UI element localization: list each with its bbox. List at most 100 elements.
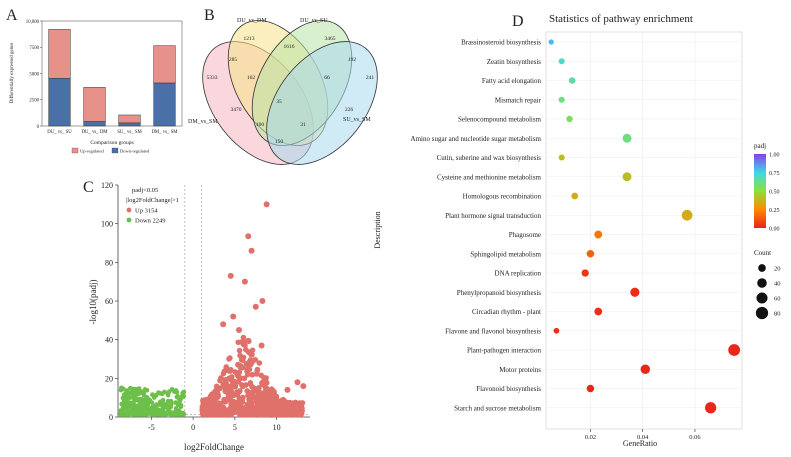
up-regulated-point bbox=[243, 382, 249, 388]
enrichment-y-axis-label: Description bbox=[373, 211, 382, 248]
up-regulated-point bbox=[237, 364, 244, 371]
up-regulated-point bbox=[283, 403, 290, 409]
up-regulated-point bbox=[230, 380, 236, 387]
up-regulated-point bbox=[271, 392, 278, 398]
up-regulated-point bbox=[293, 408, 300, 414]
size-legend-label: 60 bbox=[774, 296, 781, 303]
up-regulated-point bbox=[280, 399, 286, 405]
up-regulated-point bbox=[248, 247, 255, 254]
color-legend-title: padj bbox=[754, 142, 766, 150]
pathway-label: Sphingolipid metabolism bbox=[470, 250, 541, 258]
volcano-x-tick-label: 5 bbox=[233, 423, 237, 432]
bar-down-regulated bbox=[153, 82, 176, 127]
down-regulated-point bbox=[134, 388, 140, 394]
bar-y-tick-label: 0 bbox=[37, 125, 40, 130]
venn-count: 3470 bbox=[231, 107, 242, 113]
color-legend-tick-label: 0.25 bbox=[769, 208, 780, 214]
up-regulated-point bbox=[228, 366, 234, 373]
bar-y-axis-label: Differentially expressed genes bbox=[10, 43, 15, 104]
enrichment-plot-panel-d: Statistics of pathway enrichment Brassin… bbox=[373, 13, 781, 448]
bar-y-tick-label: 5000 bbox=[29, 72, 39, 77]
down-regulated-point bbox=[133, 410, 139, 415]
up-regulated-point bbox=[227, 272, 234, 279]
legend-swatch-down bbox=[111, 147, 119, 154]
pathway-label: Homologous recombination bbox=[463, 193, 542, 201]
volcano-x-axis-label: log2FoldChange bbox=[184, 442, 244, 452]
up-regulated-point bbox=[200, 411, 206, 417]
up-regulated-point bbox=[259, 298, 266, 304]
color-legend-tick-label: 0.75 bbox=[769, 171, 780, 177]
down-regulated-point bbox=[170, 412, 175, 417]
down-regulated-point bbox=[180, 394, 186, 400]
down-regulated-point bbox=[145, 411, 151, 416]
up-regulated-point bbox=[217, 377, 223, 384]
venn-count: 150 bbox=[275, 139, 284, 145]
size-legend-title: Count bbox=[754, 249, 771, 257]
up-regulated-point bbox=[237, 352, 243, 359]
up-regulated-point bbox=[265, 411, 272, 418]
down-regulated-point bbox=[149, 405, 155, 410]
venn-set-su-sm bbox=[266, 41, 378, 165]
volcano-threshold-label: |log2FoldChange|>1 bbox=[126, 197, 179, 204]
down-regulated-point bbox=[175, 393, 180, 399]
bar-chart-panel-a: 0 2500 5000 7500 10,000 DU_ vs_ SU DU_ vs_ DM… bbox=[10, 20, 183, 154]
down-regulated-point bbox=[165, 391, 171, 397]
pathway-label: Starch and sucrose metabolism bbox=[454, 404, 541, 412]
up-regulated-point bbox=[247, 361, 254, 368]
up-regulated-point bbox=[263, 379, 270, 386]
up-regulated-point bbox=[245, 406, 252, 413]
up-regulated-point bbox=[240, 334, 247, 341]
up-regulated-point bbox=[258, 342, 265, 349]
up-regulated-point bbox=[252, 409, 259, 415]
size-legend-label: 80 bbox=[774, 311, 781, 318]
up-regulated-point bbox=[214, 390, 221, 396]
up-regulated-point bbox=[234, 389, 240, 395]
up-regulated-point bbox=[254, 396, 260, 403]
bar-x-tick-label: DU_ vs_ DM bbox=[81, 130, 108, 135]
volcano-plot-area bbox=[118, 185, 310, 417]
pathway-label: Circadian rhythm - plant bbox=[472, 308, 541, 316]
legend-label-up: Up-regulated bbox=[80, 149, 104, 154]
up-regulated-point bbox=[257, 408, 264, 415]
up-regulated-point bbox=[224, 387, 230, 394]
down-regulated-point bbox=[142, 397, 147, 403]
color-legend-tick-label: 1.00 bbox=[769, 153, 780, 159]
up-regulated-point bbox=[239, 357, 246, 363]
up-regulated-point bbox=[238, 375, 244, 382]
venn-count: 241 bbox=[366, 75, 375, 81]
up-regulated-point bbox=[283, 408, 290, 414]
up-regulated-point bbox=[245, 349, 252, 355]
size-legend-label: 20 bbox=[774, 266, 781, 273]
venn-count: 1616 bbox=[284, 44, 295, 50]
up-regulated-point bbox=[200, 405, 207, 412]
up-regulated-point bbox=[220, 321, 227, 328]
bar-down-regulated bbox=[48, 77, 71, 127]
up-regulated-point bbox=[260, 404, 266, 410]
up-regulated-point bbox=[232, 399, 238, 406]
pathway-point bbox=[622, 172, 632, 182]
down-regulated-point bbox=[132, 393, 137, 399]
panel-label-a: A bbox=[6, 7, 18, 24]
up-regulated-point bbox=[230, 313, 237, 320]
pathway-point bbox=[553, 327, 560, 334]
size-legend-marker bbox=[758, 264, 766, 272]
pathway-point bbox=[558, 96, 565, 103]
pathway-point bbox=[594, 307, 603, 316]
enrichment-x-axis-label: GeneRatio bbox=[623, 439, 657, 448]
up-regulated-point bbox=[275, 406, 282, 413]
venn-label-dm-sm: DM_vs_SM bbox=[188, 119, 218, 125]
venn-label-du-su: DU_vs_SU bbox=[300, 18, 328, 24]
pathway-point bbox=[630, 287, 640, 297]
enrichment-title: Statistics of pathway enrichment bbox=[549, 13, 693, 25]
enrichment-x-tick-label: 0.06 bbox=[689, 434, 701, 441]
up-regulated-point bbox=[236, 369, 243, 376]
up-regulated-point bbox=[236, 347, 243, 354]
down-regulated-point bbox=[120, 386, 126, 392]
up-regulated-point bbox=[284, 386, 291, 393]
legend-label-up: Up 3154 bbox=[135, 208, 158, 215]
legend-marker-up bbox=[126, 207, 132, 213]
up-regulated-point bbox=[252, 385, 258, 392]
bar-y-tick-label: 7500 bbox=[29, 46, 39, 51]
color-legend-bar bbox=[754, 154, 766, 228]
up-regulated-point bbox=[239, 338, 245, 345]
